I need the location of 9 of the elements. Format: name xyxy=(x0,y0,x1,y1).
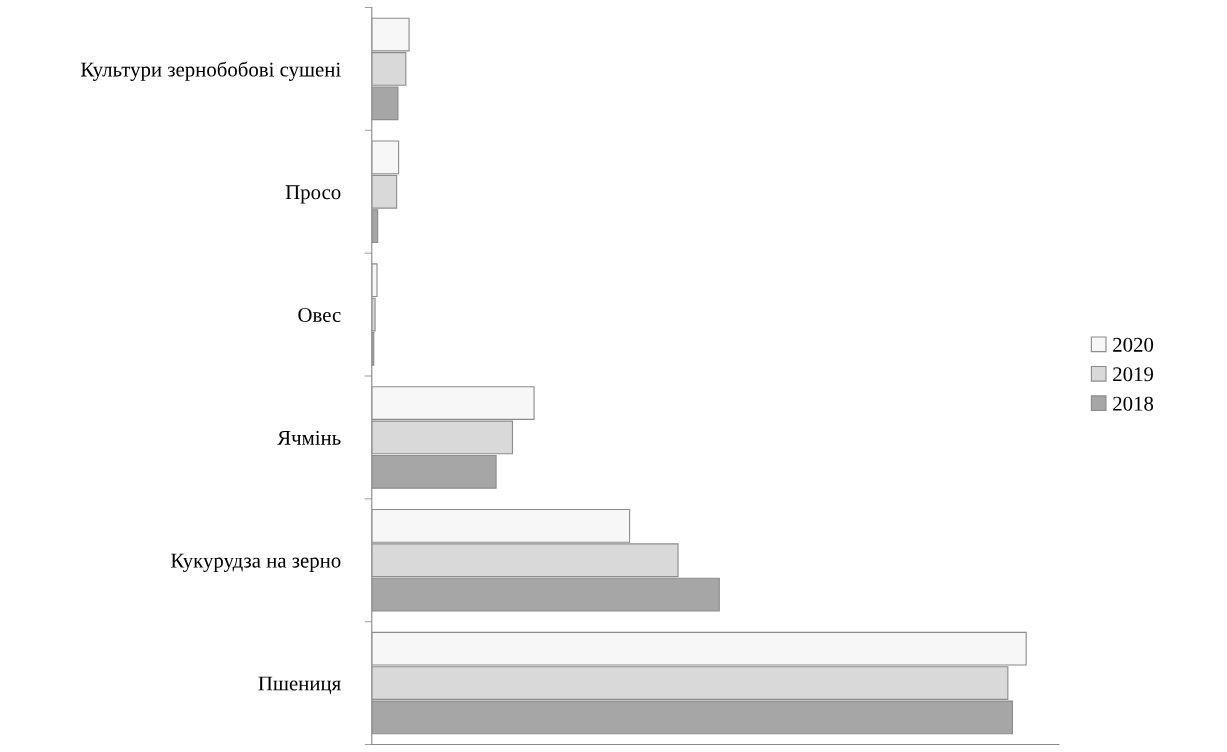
y-tick-label: Пшениця xyxy=(258,676,341,695)
y-tick-label: Овес xyxy=(298,308,341,323)
legend-label: 2019 xyxy=(1113,367,1154,382)
legend-label: 2018 xyxy=(1113,396,1154,411)
legend-label: 2020 xyxy=(1113,337,1154,352)
y-tick-label: Просо xyxy=(285,185,341,204)
y-tick-label: Кукурудза на зерно xyxy=(170,553,341,572)
y-tick-label: Ячмінь xyxy=(277,430,341,445)
y-tick-label: Культури зернобобові сушені xyxy=(80,61,341,81)
